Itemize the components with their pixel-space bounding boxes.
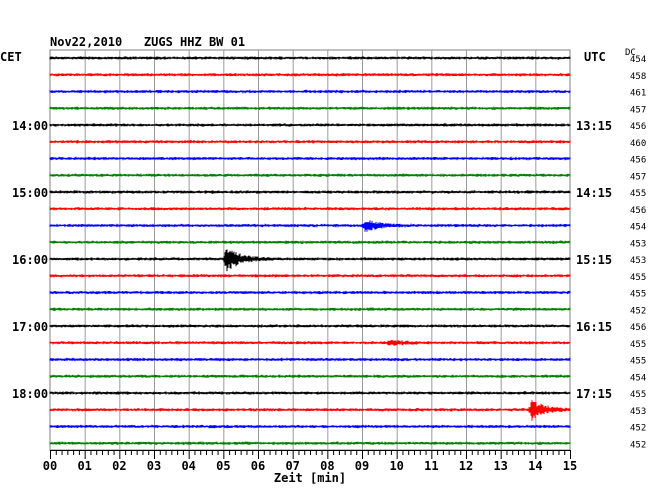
x-axis-label: Zeit [min] [274, 471, 346, 485]
seismic-trace [49, 220, 571, 232]
x-tick-label: 04 [181, 459, 195, 473]
label-layer: 00 01 02 03 04 05 06 07 08 09 10 11 12 13 14 15 Zeit [mi… [12, 55, 646, 485]
dc-value: 452 [630, 424, 646, 434]
dc-value: 456 [630, 122, 646, 132]
seismic-trace [49, 56, 571, 60]
x-tick-label: 14 [528, 459, 542, 473]
dc-value: 455 [630, 340, 646, 350]
utc-time-label: 16:15 [576, 320, 612, 334]
cet-time-label: 16:00 [12, 253, 48, 267]
x-tick-label: 11 [424, 459, 438, 473]
left-timezone-label: CET [0, 50, 22, 64]
x-tick-label: 12 [459, 459, 473, 473]
seismic-trace [49, 249, 571, 272]
x-tick-label: 06 [251, 459, 265, 473]
seismic-trace [49, 424, 571, 429]
x-tick-label: 09 [355, 459, 369, 473]
dc-value: 455 [630, 290, 646, 300]
dc-value: 458 [630, 72, 646, 82]
seismic-trace [49, 307, 571, 311]
trace-layer [49, 56, 571, 445]
cet-time-label: 15:00 [12, 186, 48, 200]
seismic-trace [49, 89, 571, 94]
x-tick-label: 02 [112, 459, 126, 473]
dc-value: 457 [630, 105, 646, 115]
cet-time-label: 17:00 [12, 320, 48, 334]
utc-time-label: 14:15 [576, 186, 612, 200]
dc-value: 455 [630, 189, 646, 199]
dc-value: 461 [630, 89, 646, 99]
x-tick-label: 13 [493, 459, 507, 473]
dc-value: 460 [630, 139, 646, 149]
plot-frame [49, 49, 571, 451]
utc-time-label: 15:15 [576, 253, 612, 267]
x-tick-label: 15 [563, 459, 577, 473]
dc-value: 456 [630, 206, 646, 216]
seismic-trace [49, 339, 571, 346]
x-tick-label: 07 [285, 459, 299, 473]
cet-time-label: 18:00 [12, 387, 48, 401]
seismic-trace [49, 274, 571, 278]
seismic-trace [49, 190, 571, 194]
dc-value: 454 [630, 55, 646, 65]
seismic-trace [49, 400, 571, 421]
dc-value: 453 [630, 239, 646, 249]
seismic-trace [49, 240, 571, 244]
cet-time-label: 14:00 [12, 119, 48, 133]
seismic-trace [49, 441, 571, 445]
seismic-trace [49, 156, 571, 161]
dc-value: 456 [630, 323, 646, 333]
dc-value: 452 [630, 440, 646, 450]
seismic-trace [49, 324, 571, 328]
chart-title: Nov22,2010 ZUGS HHZ BW 01 [50, 35, 246, 49]
dc-value: 452 [630, 306, 646, 316]
x-tick-label: 10 [389, 459, 403, 473]
x-tick-label: 01 [77, 459, 91, 473]
dc-value: 455 [630, 390, 646, 400]
dc-column-header: DC [625, 48, 636, 58]
dc-value: 455 [630, 273, 646, 283]
seismic-trace [49, 106, 571, 110]
x-tick-label: 00 [43, 459, 57, 473]
seismic-trace [49, 357, 571, 362]
seismic-trace [49, 290, 571, 295]
dc-value: 457 [630, 172, 646, 182]
seismic-trace [49, 140, 571, 144]
seismic-trace [49, 374, 571, 378]
dc-value: 454 [630, 373, 646, 383]
utc-time-label: 13:15 [576, 119, 612, 133]
right-timezone-label: UTC [584, 50, 606, 64]
seismic-trace [49, 207, 571, 211]
dc-value: 453 [630, 407, 646, 417]
utc-time-label: 17:15 [576, 387, 612, 401]
dc-value: 456 [630, 156, 646, 166]
dc-value: 455 [630, 357, 646, 367]
x-tick-label: 03 [147, 459, 161, 473]
dc-value: 453 [630, 256, 646, 266]
grid-layer [49, 49, 571, 451]
x-tick-label: 05 [216, 459, 230, 473]
dc-value: 454 [630, 223, 646, 233]
seismic-trace [49, 123, 571, 127]
axis-layer [50, 450, 571, 459]
x-tick-label: 08 [320, 459, 334, 473]
seismic-trace [49, 391, 571, 395]
seismic-trace [49, 73, 571, 77]
seismic-trace [49, 173, 571, 177]
